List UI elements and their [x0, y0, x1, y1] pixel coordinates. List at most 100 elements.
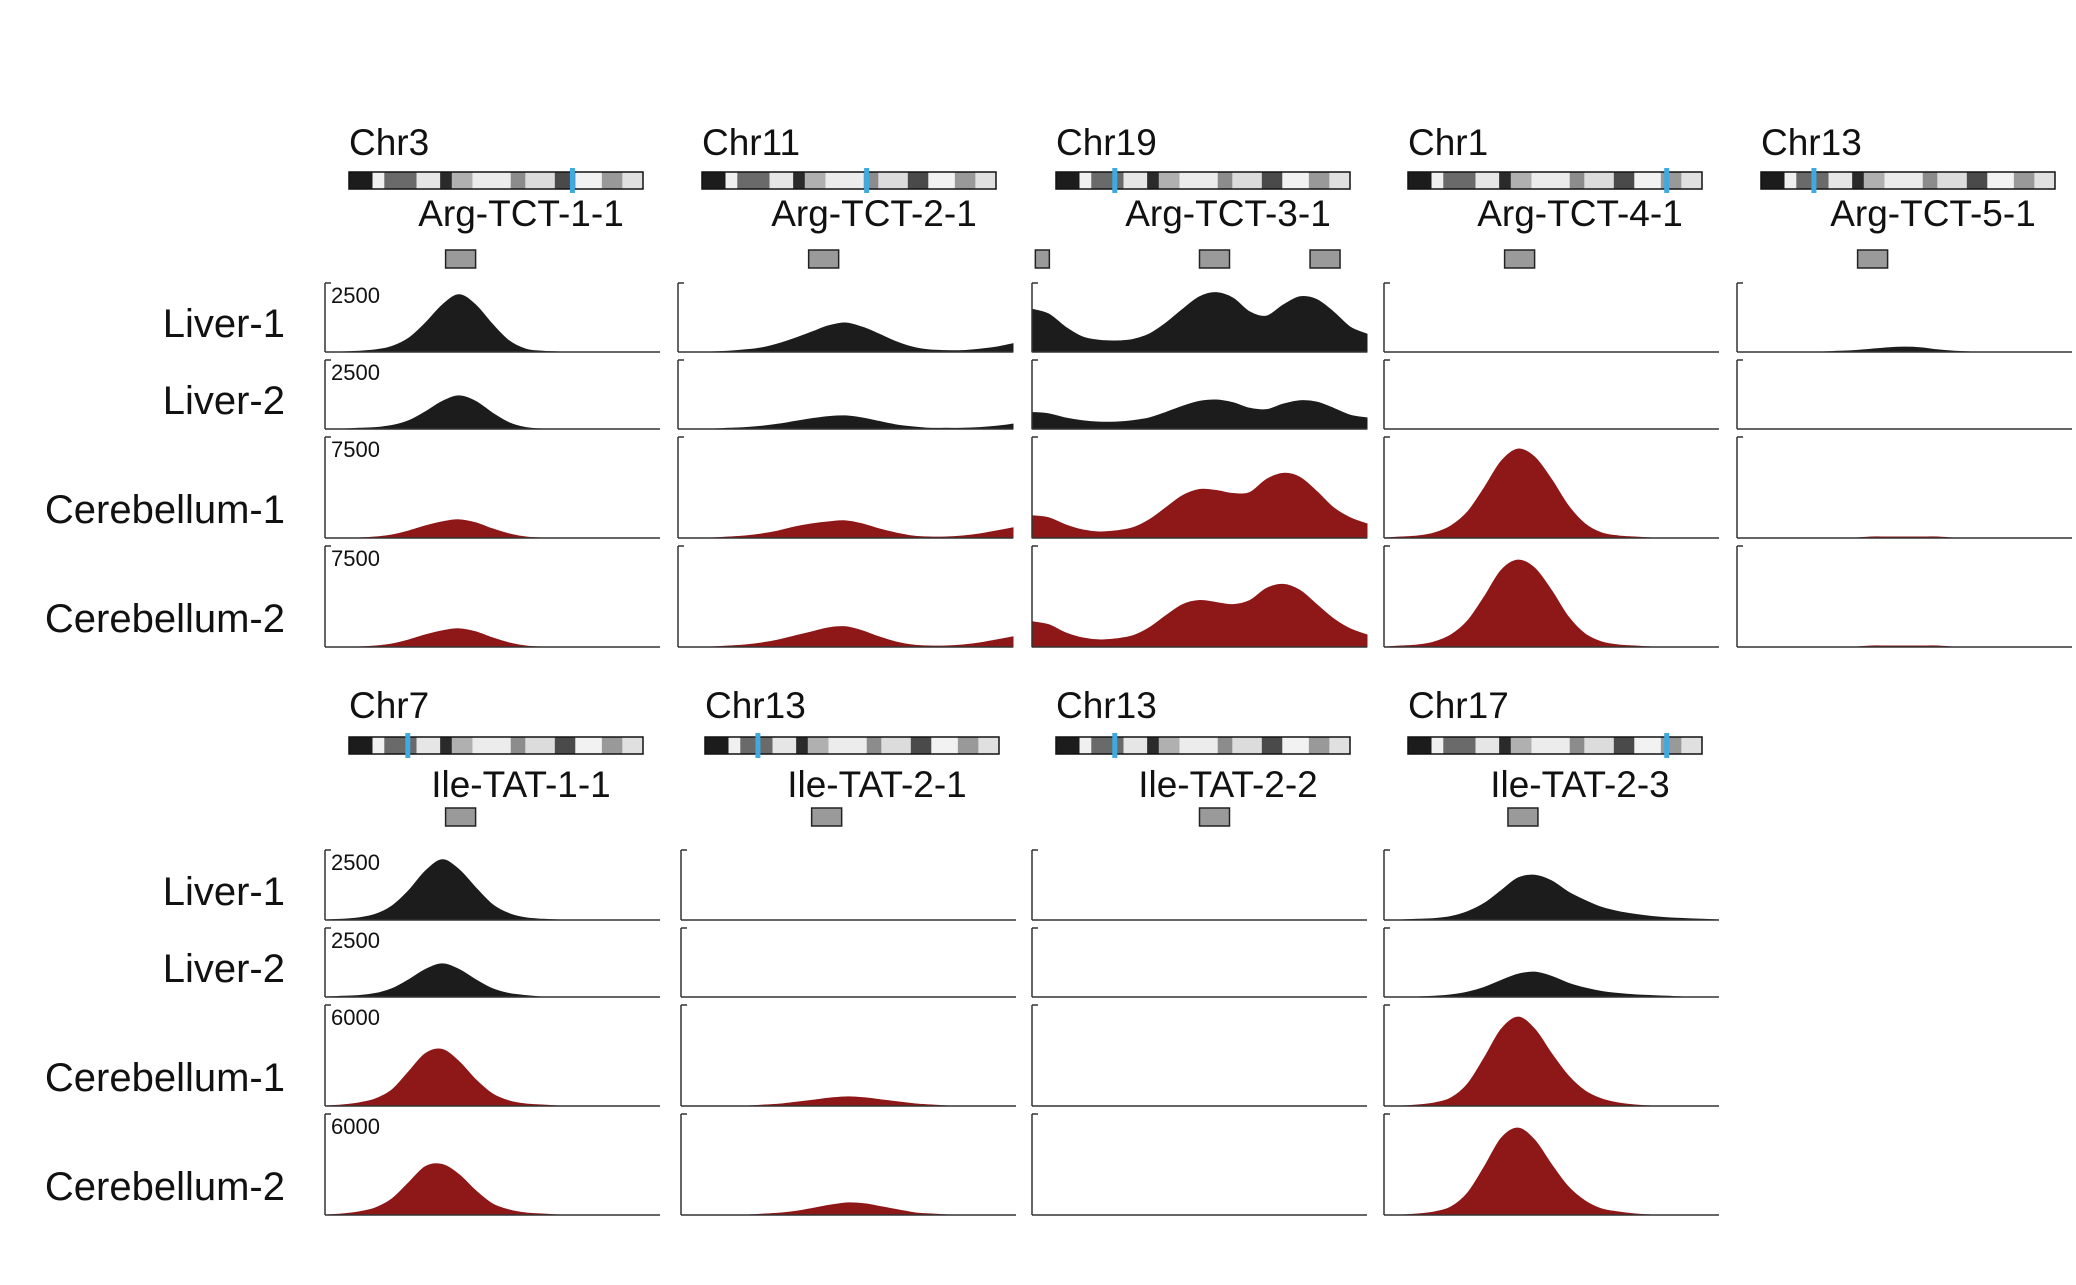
ideogram-band: [1510, 172, 1532, 189]
locus-marker: [569, 168, 575, 193]
gene-box: [807, 249, 840, 269]
coverage-panel: [680, 1113, 1016, 1216]
ideogram-band: [1056, 172, 1080, 189]
gene-label: Ile-TAT-2-2: [1138, 764, 1318, 805]
ideogram-band: [702, 172, 726, 189]
sample-label: Cerebellum-2: [45, 597, 285, 641]
ideogram-band: [705, 737, 729, 754]
sample-label: Liver-1: [163, 870, 285, 914]
coverage-panel: [680, 849, 1016, 921]
ideogram-band: [1091, 172, 1124, 189]
ideogram-band: [1179, 172, 1218, 189]
coverage-area: [1384, 1016, 1719, 1107]
coverage-panel: [1031, 849, 1367, 921]
coverage-area: [1031, 472, 1368, 539]
ideogram-band: [349, 172, 373, 189]
ideogram-band: [1079, 737, 1092, 754]
ideogram-band: [1056, 737, 1080, 754]
scale-label: 2500: [331, 850, 380, 875]
locus-marker: [1112, 168, 1118, 193]
ideogram-band: [1828, 172, 1853, 189]
coverage-panel: [680, 1004, 1016, 1107]
ideogram-band: [416, 172, 441, 189]
ideogram-band: [1681, 737, 1702, 754]
gene-box: [444, 807, 477, 827]
coverage-panel: [1383, 359, 1719, 430]
coverage-area: [678, 520, 1014, 539]
coverage-area: [1383, 559, 1719, 648]
ideogram-band: [525, 172, 555, 189]
ideogram-outline: [348, 171, 644, 190]
coverage-area: [1383, 971, 1719, 998]
coverage-area: [1383, 874, 1720, 921]
ideogram-band: [1681, 172, 1702, 189]
gene-box: [1507, 807, 1539, 827]
coverage-panel: [1736, 282, 2072, 353]
ideogram-band: [575, 172, 602, 189]
coverage-area: [324, 963, 660, 998]
ideogram-outline: [348, 736, 644, 755]
gene-label: Arg-TCT-2-1: [771, 193, 977, 234]
coverage-area: [678, 626, 1014, 648]
coverage-panel: [1031, 545, 1368, 648]
locus-marker: [1664, 168, 1670, 193]
ideogram-band: [601, 172, 623, 189]
coverage-panel: [680, 927, 1016, 998]
coverage-panel: [677, 545, 1014, 648]
coverage-panel: [677, 436, 1014, 539]
ideogram-band: [804, 172, 826, 189]
ideogram-outline: [1055, 171, 1351, 190]
ideogram-band: [1158, 172, 1180, 189]
ideogram-band: [931, 737, 958, 754]
chromosome-ideogram: [348, 733, 644, 758]
ideogram-band: [1499, 172, 1511, 189]
ideogram-band: [554, 737, 576, 754]
gene-box: [810, 807, 843, 827]
ideogram-band: [1329, 737, 1350, 754]
ideogram-band: [1261, 172, 1283, 189]
ideogram-band: [1329, 172, 1350, 189]
ideogram-band: [372, 172, 385, 189]
gene-label: Arg-TCT-3-1: [1125, 193, 1331, 234]
ideogram-band: [440, 737, 452, 754]
locus-marker: [864, 168, 870, 193]
coverage-panel: [324, 545, 660, 648]
ideogram-band: [1884, 172, 1923, 189]
ideogram-outline: [701, 171, 997, 190]
ideogram-band: [1443, 172, 1476, 189]
sample-label: Liver-2: [163, 947, 285, 991]
coverage-panel: [324, 436, 660, 539]
chromosome-label: Chr13: [1056, 685, 1157, 726]
coverage-panel: [324, 1113, 660, 1216]
gene-box: [444, 249, 477, 269]
coverage-panel: [1383, 927, 1719, 998]
ideogram-band: [451, 172, 473, 189]
sample-label: Cerebellum-1: [45, 488, 285, 532]
ideogram-band: [1308, 737, 1330, 754]
coverage-panel: [1383, 282, 1719, 353]
coverage-area: [324, 395, 660, 430]
locus-marker: [1664, 733, 1670, 758]
ideogram-band: [881, 737, 911, 754]
ideogram-outline: [704, 736, 1000, 755]
ideogram-band: [472, 737, 511, 754]
ideogram-band: [1510, 737, 1532, 754]
ideogram-band: [384, 737, 417, 754]
ideogram-band: [1613, 172, 1635, 189]
ideogram-band: [451, 737, 473, 754]
coverage-panel: [1031, 1004, 1367, 1107]
ideogram-band: [769, 172, 794, 189]
coverage-area: [677, 415, 1014, 430]
ideogram-band: [1217, 737, 1233, 754]
coverage-panel: [1736, 545, 2072, 648]
ideogram-band: [772, 737, 797, 754]
ideogram-band: [807, 737, 829, 754]
coverage-panel: [1383, 849, 1720, 921]
coverage-area: [1383, 448, 1719, 539]
coverage-area: [677, 322, 1014, 353]
gene-box: [1503, 249, 1536, 269]
chromosome-label: Chr7: [349, 685, 429, 726]
ideogram-band: [622, 737, 643, 754]
ideogram-outline: [1407, 736, 1703, 755]
scale-label: 2500: [331, 360, 380, 385]
